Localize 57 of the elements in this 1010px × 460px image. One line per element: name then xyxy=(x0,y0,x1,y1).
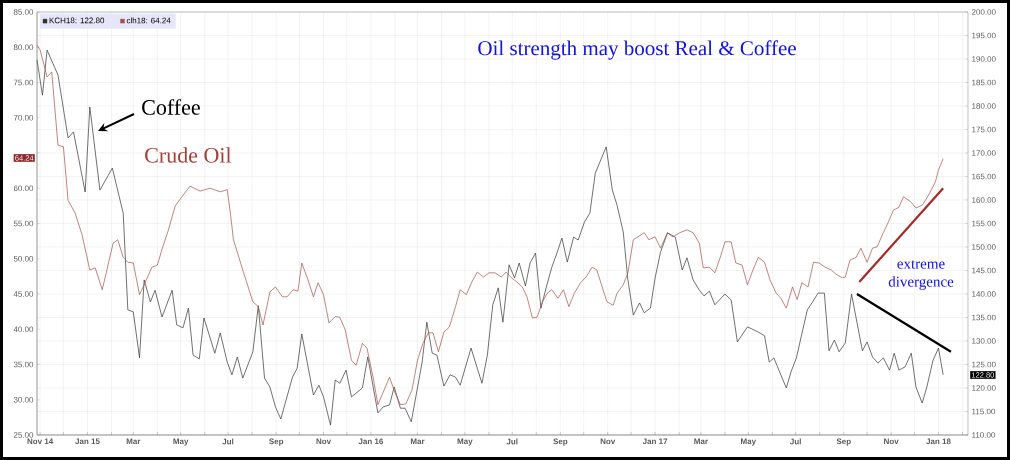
y-tick-label: 60.00 xyxy=(13,185,34,192)
y2-tick-label: 130.00 xyxy=(972,338,996,344)
y-tick-label: 25.00 xyxy=(13,432,34,438)
y2-tick-label: 140.00 xyxy=(972,291,996,297)
y-tick-label: 30.00 xyxy=(13,396,34,403)
x-tick-label: May xyxy=(173,438,189,446)
x-tick-label: May xyxy=(741,438,756,446)
y2-tick-label: 150.00 xyxy=(972,244,996,250)
y2-tick-label: 170.00 xyxy=(972,150,996,156)
x-tick-label: Mar xyxy=(694,438,708,445)
y2-tick-label: 175.00 xyxy=(972,126,996,133)
annotation: Crude Oil xyxy=(145,147,232,163)
x-tick-label: Jan 16 xyxy=(358,438,384,445)
x-tick-label: Nov xyxy=(600,438,616,445)
x-tick-label: Jan 17 xyxy=(642,438,668,445)
x-tick-label: Mar xyxy=(410,438,425,445)
text: Oil strength may boost Real & Coffee xyxy=(478,40,796,60)
x-tick-label: Jul xyxy=(789,438,801,445)
x-tick-label: Mar xyxy=(126,438,141,445)
y2-tick-label: 165.00 xyxy=(972,173,996,180)
annotation: extreme divergence xyxy=(888,260,954,290)
y2-tick-label: 155.00 xyxy=(972,220,996,227)
y2-tick-label: 120.00 xyxy=(972,385,996,391)
y-tick-label: 85.00 xyxy=(13,9,34,15)
y2-tick-label: 110.00 xyxy=(972,432,996,438)
y2-tick-label: 145.00 xyxy=(972,267,996,274)
y2-tick-label: 125.00 xyxy=(972,361,996,368)
x-tick-label: Sep xyxy=(269,438,284,446)
x-tick-label: Nov 14 xyxy=(27,438,54,445)
y2-tick-label: 160.00 xyxy=(972,197,996,203)
legend-label: clh18: 64.24 xyxy=(126,17,171,24)
y-tick-label: 75.00 xyxy=(13,79,34,86)
x-tick-label: Jul xyxy=(506,438,518,445)
y2-tick-label: 190.00 xyxy=(972,56,996,62)
y-tick-label: 55.00 xyxy=(13,220,34,227)
x-tick-label: Sep xyxy=(553,438,568,446)
y2-tick-label: 200.00 xyxy=(971,9,996,15)
y2-tick-label: 135.00 xyxy=(972,314,996,321)
y-tick-label: 45.00 xyxy=(13,291,34,297)
y-tick-label: 80.00 xyxy=(13,44,34,51)
x-tick-label: Jan 18 xyxy=(926,438,951,445)
y-tick-label: 40.00 xyxy=(13,326,34,333)
y2-tick-label: 180.00 xyxy=(972,103,996,109)
annotation: Coffee xyxy=(142,99,200,115)
x-tick-label: Jan 15 xyxy=(75,438,100,445)
y2-tick-label: 185.00 xyxy=(972,79,996,86)
y-tick-label: 70.00 xyxy=(13,114,34,121)
y2-tick-label: 195.00 xyxy=(972,32,996,39)
x-tick-label: May xyxy=(457,438,473,446)
x-tick-label: Nov xyxy=(884,438,899,445)
legend-label: KCH18: 122.80 xyxy=(49,17,105,24)
y2-tick-label: 115.00 xyxy=(972,408,996,415)
y-tick-label: 35.00 xyxy=(13,361,34,368)
y-tick-label: 50.00 xyxy=(13,255,34,262)
x-tick-label: Nov xyxy=(316,438,332,445)
x-tick-label: Jul xyxy=(222,438,234,445)
x-tick-label: Sep xyxy=(836,438,851,446)
